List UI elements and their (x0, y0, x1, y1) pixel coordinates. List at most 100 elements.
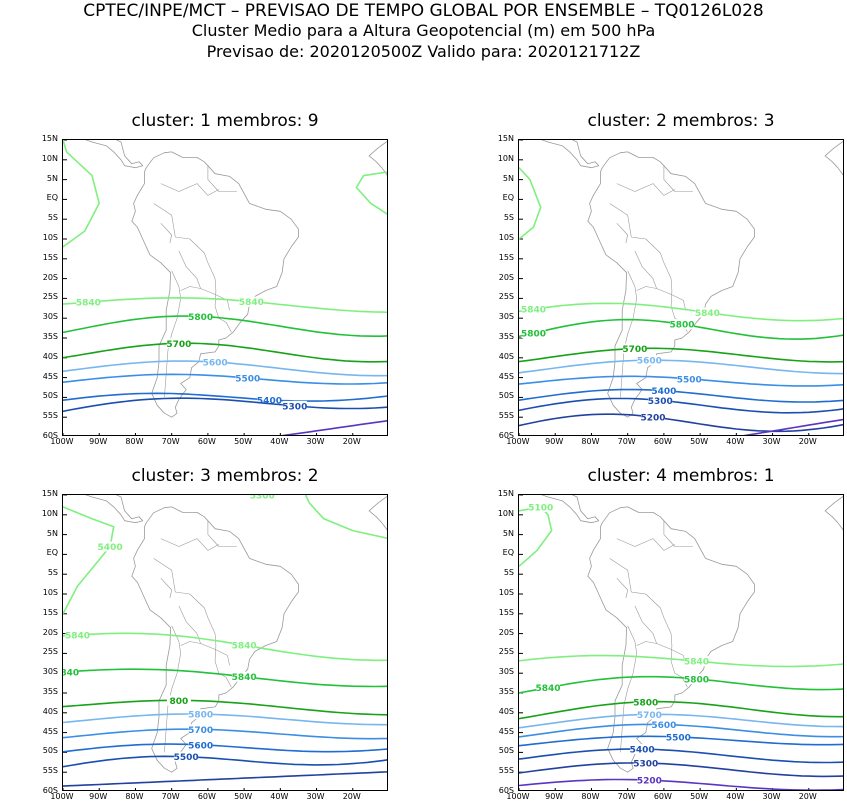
contour-label-bg (232, 671, 257, 682)
contour-label-bg (166, 695, 191, 706)
lon-tick-label: 70W (161, 437, 180, 446)
lat-tick-label: 20S (42, 272, 58, 282)
lat-tick-label: 20S (42, 627, 58, 637)
contour-label: 5840 (63, 668, 79, 678)
contour-5700 (519, 347, 843, 363)
contour-label: 5840 (695, 309, 720, 319)
lat-tick-label: 5N (46, 173, 58, 183)
contour-label: 5500 (677, 375, 702, 385)
contour-5840 (519, 302, 843, 322)
contour-label-bg (633, 758, 658, 769)
header-title: CPTEC/INPE/MCT – PREVISAO DE TEMPO GLOBA… (83, 1, 764, 21)
lon-tick-label: 60W (653, 437, 672, 446)
contour-5100 (519, 778, 843, 790)
contour-label-bg (670, 319, 694, 330)
contour-5800 (63, 668, 387, 688)
lon-tick-label: 40W (726, 792, 745, 801)
contour-label: 5700 (637, 711, 662, 721)
contour-label: 5800 (633, 698, 658, 708)
coastline-central-america (519, 140, 600, 169)
lat-tick-label: 20S (498, 272, 514, 282)
contour-5200 (63, 771, 387, 787)
lon-tick-label: 100W (506, 437, 530, 446)
lat-tick-label: 15N (41, 134, 58, 143)
country-border (207, 520, 237, 547)
contour-5300 (519, 748, 843, 764)
contour-label: 5500 (235, 375, 260, 385)
lat-tick-label: 25S (498, 647, 514, 657)
contour-5840 (519, 506, 553, 567)
lon-tick-label: 30W (306, 437, 325, 446)
contour-label: 5840 (684, 658, 709, 668)
lat-tick-label: 35S (42, 332, 58, 341)
contour-5600 (519, 359, 843, 375)
lon-tick-label: 70W (617, 437, 636, 446)
contour-label-bg (637, 775, 662, 786)
contour-label: 5100 (528, 503, 553, 513)
lat-tick-label: 35S (42, 687, 58, 696)
country-border (160, 222, 172, 244)
lat-tick-label: 55S (42, 411, 58, 421)
contour-label: 5400 (98, 543, 123, 553)
lat-tick-label: 45S (42, 726, 58, 736)
country-border (153, 203, 216, 279)
contour-5840 (63, 632, 387, 662)
contour-5400 (519, 388, 843, 403)
contour-label: 5300 (648, 397, 673, 407)
contour-label: 5600 (188, 741, 213, 751)
country-border (214, 633, 232, 688)
lat-tick-label: EQ (46, 548, 58, 558)
country-border (160, 538, 219, 551)
panel-title-3: cluster: 3 membros: 2 (131, 466, 319, 486)
lat-tick-label: EQ (502, 548, 514, 558)
lat-tick-label: 30S (42, 312, 58, 322)
lat-tick-label: 60S (42, 786, 58, 795)
lat-tick-label: 40S (498, 351, 514, 361)
contour-5840 (304, 495, 387, 539)
contour-label: 5600 (203, 359, 228, 369)
lon-tick-label: 20W (798, 792, 817, 801)
country-border (616, 538, 675, 551)
contour-5800 (63, 315, 387, 337)
lat-tick-label: 55S (498, 411, 514, 421)
contour-label-bg (677, 373, 702, 384)
lat-tick-label: 50S (42, 746, 58, 756)
contour-label: 5840 (65, 632, 90, 642)
contour-label-bg (651, 719, 676, 730)
coastline-south-america (587, 506, 755, 773)
contour-label-bg (622, 343, 647, 354)
country-border (636, 641, 657, 646)
country-border (616, 222, 628, 244)
contour-label-bg (232, 640, 257, 651)
country-border (160, 183, 219, 196)
country-border (634, 250, 686, 311)
contour-5840 (519, 167, 542, 240)
lat-tick-label: 50S (498, 391, 514, 401)
contour-label: 5800 (684, 675, 709, 685)
country-border (616, 183, 675, 196)
contour-label: 5800 (188, 711, 213, 721)
contour-5500 (519, 723, 843, 738)
contour-label: 5800 (188, 313, 213, 323)
lon-tick-label: 80W (581, 792, 600, 801)
contour-label: 5840 (239, 298, 264, 308)
lat-tick-label: EQ (502, 193, 514, 203)
coastline-africa (824, 495, 843, 531)
contour-label: 5200 (637, 777, 662, 787)
lat-tick-label: 40S (498, 706, 514, 716)
contour-label: 5840 (232, 642, 257, 652)
lat-tick-label: 45S (498, 726, 514, 736)
lat-tick-label: 60S (498, 431, 514, 440)
lon-tick-label: 50W (690, 792, 709, 801)
lat-tick-label: EQ (46, 193, 58, 203)
lon-tick-label: 100W (50, 792, 74, 801)
contour-label-bg (98, 541, 123, 552)
lon-tick-label: 70W (617, 792, 636, 801)
contour-5300 (63, 755, 387, 768)
contour-label-bg (648, 395, 673, 406)
contour-label: 5400 (651, 387, 676, 397)
contour-5400 (63, 743, 387, 753)
lat-tick-label: 10S (42, 233, 58, 242)
